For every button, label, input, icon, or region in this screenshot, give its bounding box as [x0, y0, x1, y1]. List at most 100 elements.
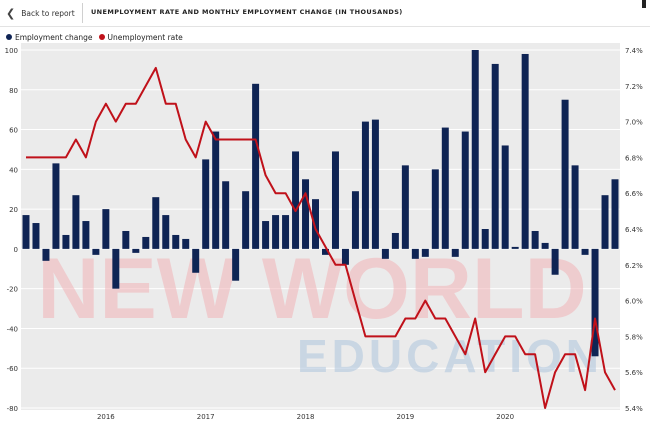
employment-bar	[511, 246, 519, 249]
unemployment-rate-line	[26, 66, 616, 409]
employment-bar	[152, 197, 160, 249]
gridlines	[21, 49, 620, 409]
x-axis-tick-label: 2020	[496, 413, 514, 421]
legend-item-employment[interactable]: Employment change	[6, 33, 93, 42]
right-axis-tick-label: 7.0%	[625, 119, 643, 127]
employment-bar	[52, 163, 60, 249]
employment-bar	[501, 145, 509, 249]
watermark-line-1: NEW WORLD	[37, 241, 586, 337]
chart-legend: Employment change Unemployment rate	[6, 31, 189, 43]
employment-bar	[32, 223, 40, 249]
left-axis-tick-label: -40	[7, 325, 18, 333]
right-axis-tick-label: 7.4%	[625, 47, 643, 55]
employment-bar	[242, 191, 250, 249]
employment-bar	[531, 230, 539, 249]
right-axis-tick-label: 5.4%	[625, 405, 643, 413]
left-axis-tick-label: 20	[9, 206, 18, 214]
legend-label-employment: Employment change	[15, 32, 93, 42]
watermark-line-2: EDUCATION	[297, 330, 603, 382]
employment-bar	[72, 195, 80, 249]
employment-bar	[162, 215, 170, 249]
employment-bar	[591, 248, 599, 357]
employment-bar	[212, 131, 220, 249]
unemployment-line	[26, 66, 616, 409]
right-axis-tick-label: 7.2%	[625, 83, 643, 91]
employment-bar	[272, 215, 280, 249]
left-axis-tick-label: -60	[7, 365, 18, 373]
employment-bar	[82, 221, 90, 249]
chevron-left-icon: ❮	[6, 6, 16, 20]
left-axis-tick-label: 60	[9, 127, 18, 135]
employment-bar	[351, 191, 359, 249]
employment-bar	[192, 248, 200, 273]
employment-bar	[611, 179, 619, 249]
employment-bar	[541, 242, 549, 249]
employment-bar	[222, 181, 230, 249]
employment-bar	[202, 159, 210, 249]
employment-bar	[232, 248, 240, 281]
employment-bar	[92, 248, 100, 255]
employment-bar	[401, 165, 409, 249]
employment-bar	[142, 236, 150, 249]
employment-bar	[411, 248, 419, 259]
employment-bar	[252, 83, 260, 249]
left-axis-tick-label: -20	[7, 286, 18, 294]
right-axis-tick-label: 6.0%	[625, 298, 643, 306]
employment-bar	[262, 221, 270, 249]
employment-bar	[102, 209, 110, 249]
employment-bar	[581, 248, 589, 255]
left-axis-tick-label: 0	[14, 246, 18, 254]
report-header: ❮ Back to report UNEMPLOYMENT RATE AND M…	[0, 0, 650, 27]
employment-bar	[471, 50, 479, 249]
header-divider	[82, 3, 83, 23]
employment-bar	[42, 248, 50, 261]
employment-bar	[172, 234, 180, 249]
legend-label-unemployment: Unemployment rate	[107, 32, 183, 42]
right-axis-labels: 5.4% 5.6% 5.8% 6.0% 6.2% 6.4% 6.6% 6.8% 7.0% 7.2%…	[625, 47, 643, 413]
employment-bar	[22, 215, 30, 249]
employment-bar	[112, 248, 120, 289]
back-to-report-label: Back to report	[21, 8, 75, 18]
left-axis-tick-label: 80	[9, 87, 18, 95]
employment-bar	[322, 248, 329, 255]
employment-bar	[312, 199, 319, 249]
employment-bar	[132, 248, 140, 253]
x-axis-tick-label: 2018	[297, 413, 315, 421]
employment-bar	[441, 127, 449, 249]
employment-bar	[62, 234, 70, 249]
employment-bar	[361, 121, 369, 249]
right-axis-tick-label: 5.8%	[625, 333, 643, 341]
window-edge-marker	[642, 0, 646, 8]
employment-bar	[601, 195, 609, 249]
employment-bar	[371, 119, 379, 249]
employment-bar	[381, 248, 389, 259]
right-axis-tick-label: 6.6%	[625, 190, 643, 198]
employment-bar	[391, 232, 399, 249]
employment-bar	[571, 165, 579, 249]
x-axis-tick-label: 2019	[396, 413, 414, 421]
left-axis-tick-label: 100	[5, 47, 18, 55]
employment-bar	[341, 248, 349, 265]
x-axis-labels: 2016 2017 2018 2019 2020	[97, 413, 514, 421]
left-axis-labels: -80 -60 -40 -20 0 20 40 60 80 100	[5, 47, 18, 413]
employment-bar	[282, 215, 290, 249]
employment-bar	[561, 99, 569, 249]
employment-bar	[461, 131, 469, 249]
back-to-report-button[interactable]: ❮ Back to report	[6, 4, 75, 22]
employment-bar	[521, 53, 529, 249]
employment-bar	[491, 63, 499, 249]
right-axis-tick-label: 6.2%	[625, 262, 643, 270]
employment-bar	[421, 248, 429, 257]
legend-swatch-employment	[6, 34, 12, 40]
x-axis-tick-label: 2017	[197, 413, 215, 421]
employment-bar	[551, 248, 559, 275]
legend-item-unemployment[interactable]: Unemployment rate	[98, 32, 183, 42]
right-axis-tick-label: 6.4%	[625, 226, 643, 234]
left-axis-tick-label: 40	[9, 166, 18, 174]
employment-bar	[451, 248, 459, 257]
employment-bar	[182, 238, 190, 249]
employment-bar	[302, 179, 310, 249]
employment-bars	[22, 50, 619, 357]
x-axis-tick-label: 2016	[97, 413, 115, 421]
